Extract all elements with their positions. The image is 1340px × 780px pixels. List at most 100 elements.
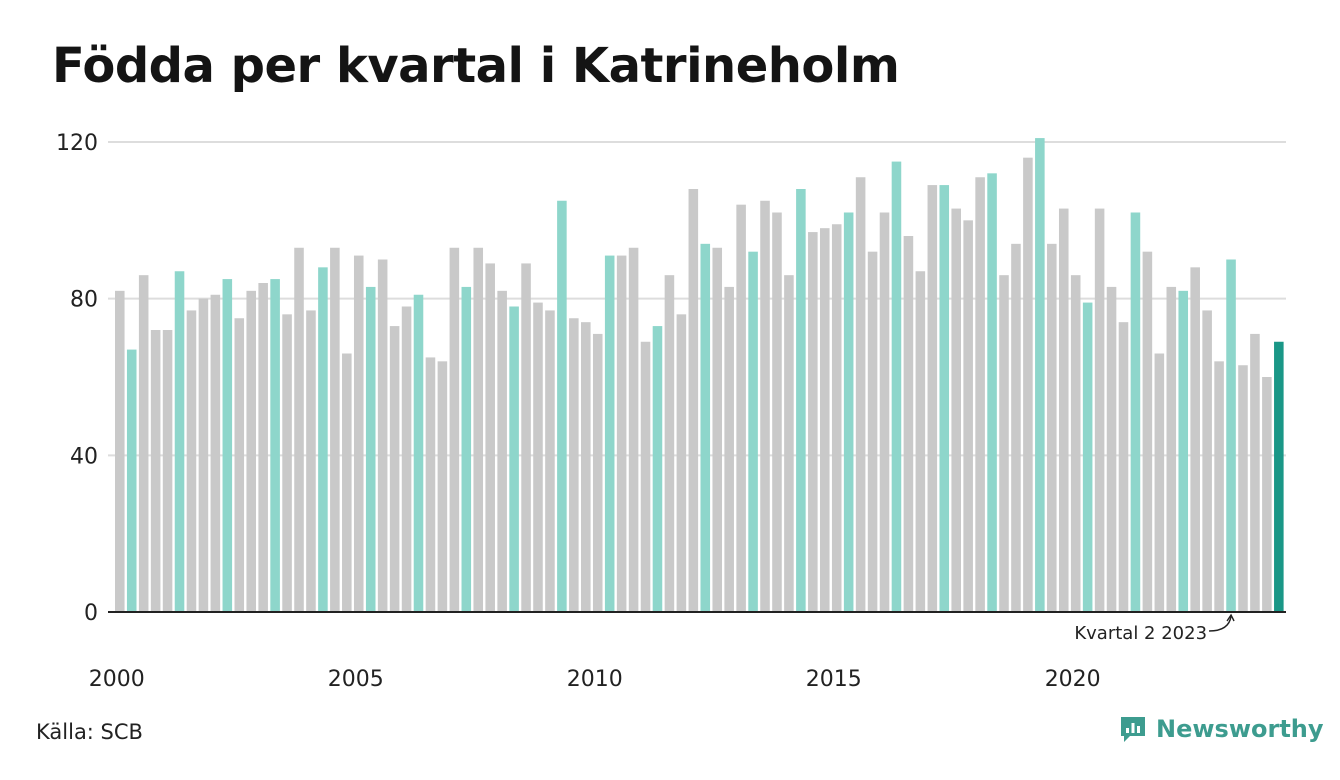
bar-2019-q1 xyxy=(1023,157,1033,613)
bar-2008-q3 xyxy=(521,263,531,612)
bar-2005-q1 xyxy=(353,255,364,612)
bar-2009-q3 xyxy=(569,318,579,612)
bar-2003-q3 xyxy=(282,314,292,612)
bar-2004-q1 xyxy=(306,310,316,612)
bar-2013-q2 xyxy=(748,251,758,613)
newsworthy-icon xyxy=(1121,717,1145,742)
brand-name: Newsworthy xyxy=(1156,715,1324,743)
bar-2000-q4 xyxy=(150,330,161,612)
bar-2005-q3 xyxy=(377,259,388,612)
bar-2014-q3 xyxy=(808,232,818,612)
y-tick-label: 80 xyxy=(70,288,98,313)
y-tick-label: 40 xyxy=(70,444,98,469)
bar-2022-q4 xyxy=(1202,310,1212,612)
bar-2009-q1 xyxy=(545,310,555,612)
bar-2020-q2 xyxy=(1082,302,1093,612)
bar-2016-q2 xyxy=(891,161,902,612)
bar-2001-q4 xyxy=(198,298,209,612)
annotation: Kvartal 2 2023 xyxy=(1074,613,1235,644)
bar-2021-q4 xyxy=(1154,353,1165,612)
bar-2003-q4 xyxy=(294,247,304,612)
bar-2000-q2 xyxy=(126,349,137,612)
y-axis-ticks: 0 40 80 120 xyxy=(56,131,98,626)
bar-2011-q2 xyxy=(652,326,663,612)
bar-2022-q3 xyxy=(1190,267,1200,612)
bar-2016-q4 xyxy=(915,271,926,612)
bar-2012-q1 xyxy=(688,189,699,612)
y-tick-label: 120 xyxy=(56,131,98,156)
bar-2005-q4 xyxy=(389,326,400,612)
bar-2012-q3 xyxy=(712,247,723,612)
brand-logo: Newsworthy xyxy=(1118,714,1324,744)
x-tick-label: 2010 xyxy=(567,667,623,692)
bar-2011-q4 xyxy=(676,314,687,612)
bar-2024-q2 xyxy=(1274,341,1284,612)
bar-2010-q3 xyxy=(616,255,627,612)
bar-2021-q2 xyxy=(1130,212,1141,612)
bar-2021-q3 xyxy=(1142,251,1153,613)
bar-2007-q4 xyxy=(485,263,495,612)
bar-2013-q3 xyxy=(760,200,770,612)
bar-2000-q1 xyxy=(115,290,125,612)
bar-2002-q1 xyxy=(210,294,221,612)
bar-2000-q3 xyxy=(138,275,149,612)
x-tick-label: 2005 xyxy=(328,667,384,692)
bar-2014-q1 xyxy=(784,275,794,612)
bar-2006-q4 xyxy=(437,361,448,612)
bar-2020-q1 xyxy=(1070,275,1081,612)
bar-2005-q2 xyxy=(365,286,376,612)
bar-2019-q4 xyxy=(1058,208,1069,612)
bar-2002-q4 xyxy=(246,290,256,612)
bar-2004-q3 xyxy=(330,247,340,612)
bar-2004-q2 xyxy=(318,267,328,612)
bar-2012-q4 xyxy=(724,286,734,612)
bar-2018-q2 xyxy=(987,173,997,612)
bar-2003-q1 xyxy=(258,283,268,612)
bar-2002-q3 xyxy=(234,318,245,612)
bar-2004-q4 xyxy=(342,353,352,612)
bar-2006-q3 xyxy=(425,357,436,612)
bar-2007-q3 xyxy=(473,247,484,612)
annotation-arrow xyxy=(1209,615,1232,632)
bar-2024-q1 xyxy=(1262,377,1272,612)
annotation-arrowhead xyxy=(1226,613,1235,622)
bar-2018-q1 xyxy=(975,177,985,612)
bar-2007-q1 xyxy=(449,247,460,612)
bar-2019-q3 xyxy=(1047,243,1057,612)
bar-2007-q2 xyxy=(461,286,472,612)
bar-2014-q4 xyxy=(819,228,830,613)
bar-2010-q2 xyxy=(604,255,615,612)
bar-2018-q4 xyxy=(1011,243,1021,612)
bar-2003-q2 xyxy=(270,279,280,612)
bar-2017-q2 xyxy=(939,185,950,612)
bar-2006-q1 xyxy=(401,306,412,612)
bar-2010-q1 xyxy=(592,333,603,612)
bar-2009-q2 xyxy=(557,200,567,612)
x-tick-label: 2015 xyxy=(806,667,862,692)
bar-2015-q4 xyxy=(867,251,878,613)
bar-2021-q1 xyxy=(1118,322,1129,612)
bar-2006-q2 xyxy=(413,294,424,612)
y-tick-label: 0 xyxy=(84,601,98,626)
bar-chart: 0 40 80 120 2000 2005 2010 2015 2020 Kvartal 2 … xyxy=(56,131,1286,692)
bar-2001-q3 xyxy=(186,310,197,612)
bar-2016-q1 xyxy=(879,212,890,612)
bar-2016-q3 xyxy=(903,236,914,612)
x-axis-ticks: 2000 2005 2010 2015 2020 xyxy=(89,667,1101,692)
bar-2009-q4 xyxy=(581,322,591,612)
bars xyxy=(115,138,1284,613)
bar-2008-q4 xyxy=(533,302,543,612)
chart-title: Födda per kvartal i Katrineholm xyxy=(52,38,900,94)
bar-2020-q4 xyxy=(1106,286,1117,612)
bar-2001-q2 xyxy=(174,271,185,612)
bar-2010-q4 xyxy=(628,247,639,612)
bar-2014-q2 xyxy=(796,189,806,612)
bar-2022-q2 xyxy=(1178,290,1189,612)
bar-2023-q1 xyxy=(1214,361,1224,612)
bar-2015-q1 xyxy=(831,224,842,612)
bar-2015-q3 xyxy=(855,177,866,612)
bar-2013-q4 xyxy=(772,212,782,612)
bar-2011-q1 xyxy=(640,341,651,612)
x-tick-label: 2000 xyxy=(89,667,145,692)
bar-2012-q2 xyxy=(700,243,711,612)
